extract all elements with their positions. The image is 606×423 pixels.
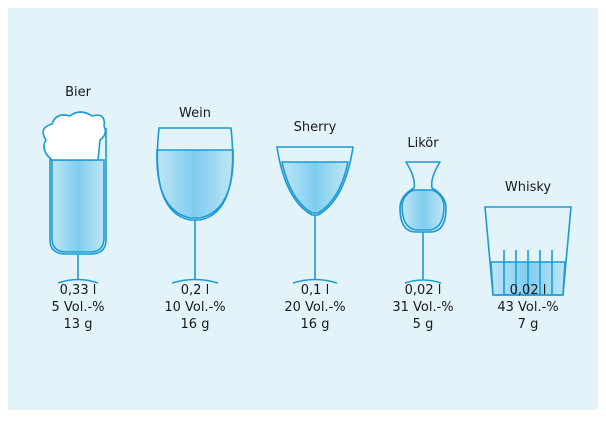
drink-alcohol: 7 g [518,317,539,332]
drink-name: Wein [179,106,211,121]
drink-alcohol: 13 g [64,317,93,332]
drink-abv: 10 Vol.-% [164,300,225,315]
drink-name: Bier [65,85,92,100]
drink-abv: 20 Vol.-% [284,300,345,315]
drink-volume: 0,33 l [60,283,97,298]
drink-name: Sherry [294,120,337,135]
drink-volume: 0,02 l [405,283,442,298]
drink-abv: 31 Vol.-% [392,300,453,315]
drink-name: Whisky [505,180,552,195]
drink-alcohol: 16 g [181,317,210,332]
drink-abv: 43 Vol.-% [497,300,558,315]
drink-abv: 5 Vol.-% [51,300,104,315]
infographic: Bier 0,33 l 5 Vol.-% 13 g Wein 0,2 l 10 Vol.-%… [0,0,606,423]
drink-volume: 0,2 l [181,283,209,298]
drink-volume: 0,02 l [510,283,547,298]
drink-volume: 0,1 l [301,283,329,298]
drink-alcohol: 16 g [301,317,330,332]
drink-alcohol: 5 g [413,317,434,332]
drink-name: Likör [407,136,439,151]
